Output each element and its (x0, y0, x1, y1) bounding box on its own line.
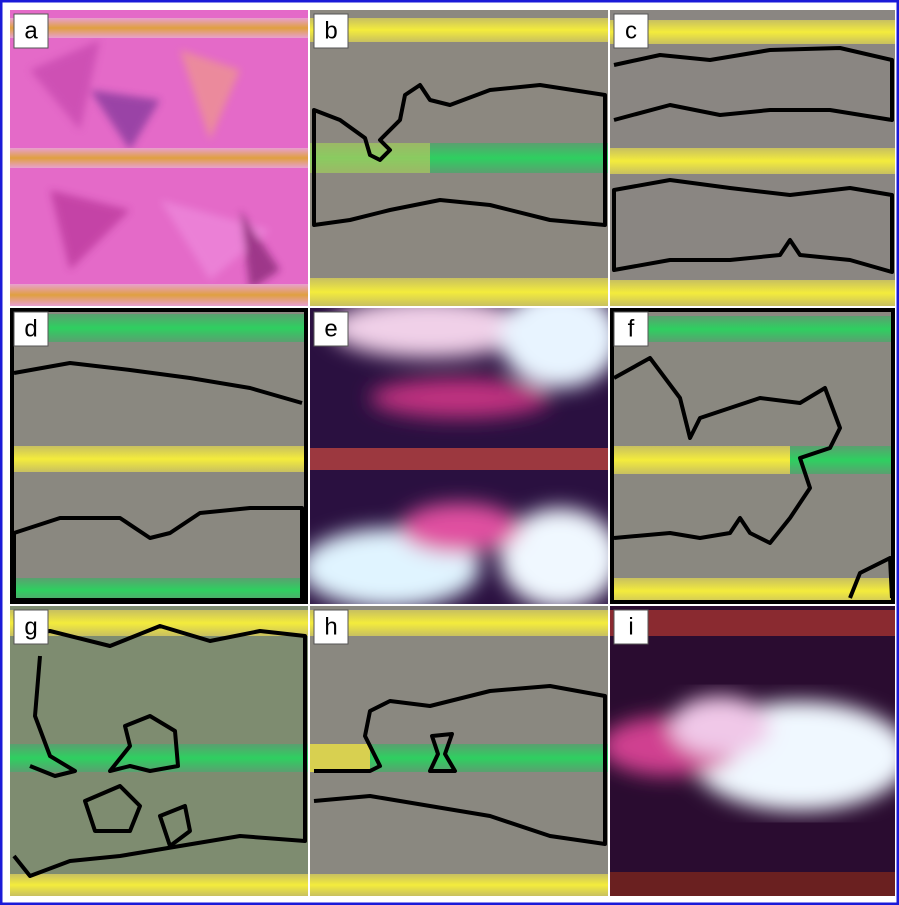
panel-label: f (628, 315, 635, 342)
panel: a (10, 10, 308, 306)
panel-label: i (628, 613, 633, 640)
panel: g (10, 606, 308, 896)
panel: c (610, 10, 895, 306)
panel: e (300, 288, 620, 608)
panel-label: d (24, 315, 37, 342)
panel-label: c (625, 17, 637, 44)
panel: d (10, 308, 308, 604)
panel-label: a (24, 17, 38, 44)
panel: i (600, 606, 899, 896)
panel: b (310, 10, 608, 306)
panel-label: g (24, 613, 37, 640)
panel-label: h (324, 613, 337, 640)
panel: h (310, 606, 608, 896)
panel: f (610, 308, 895, 604)
panel-label: b (324, 17, 337, 44)
panel-label: e (324, 315, 337, 342)
figure: a b c d (0, 0, 899, 905)
